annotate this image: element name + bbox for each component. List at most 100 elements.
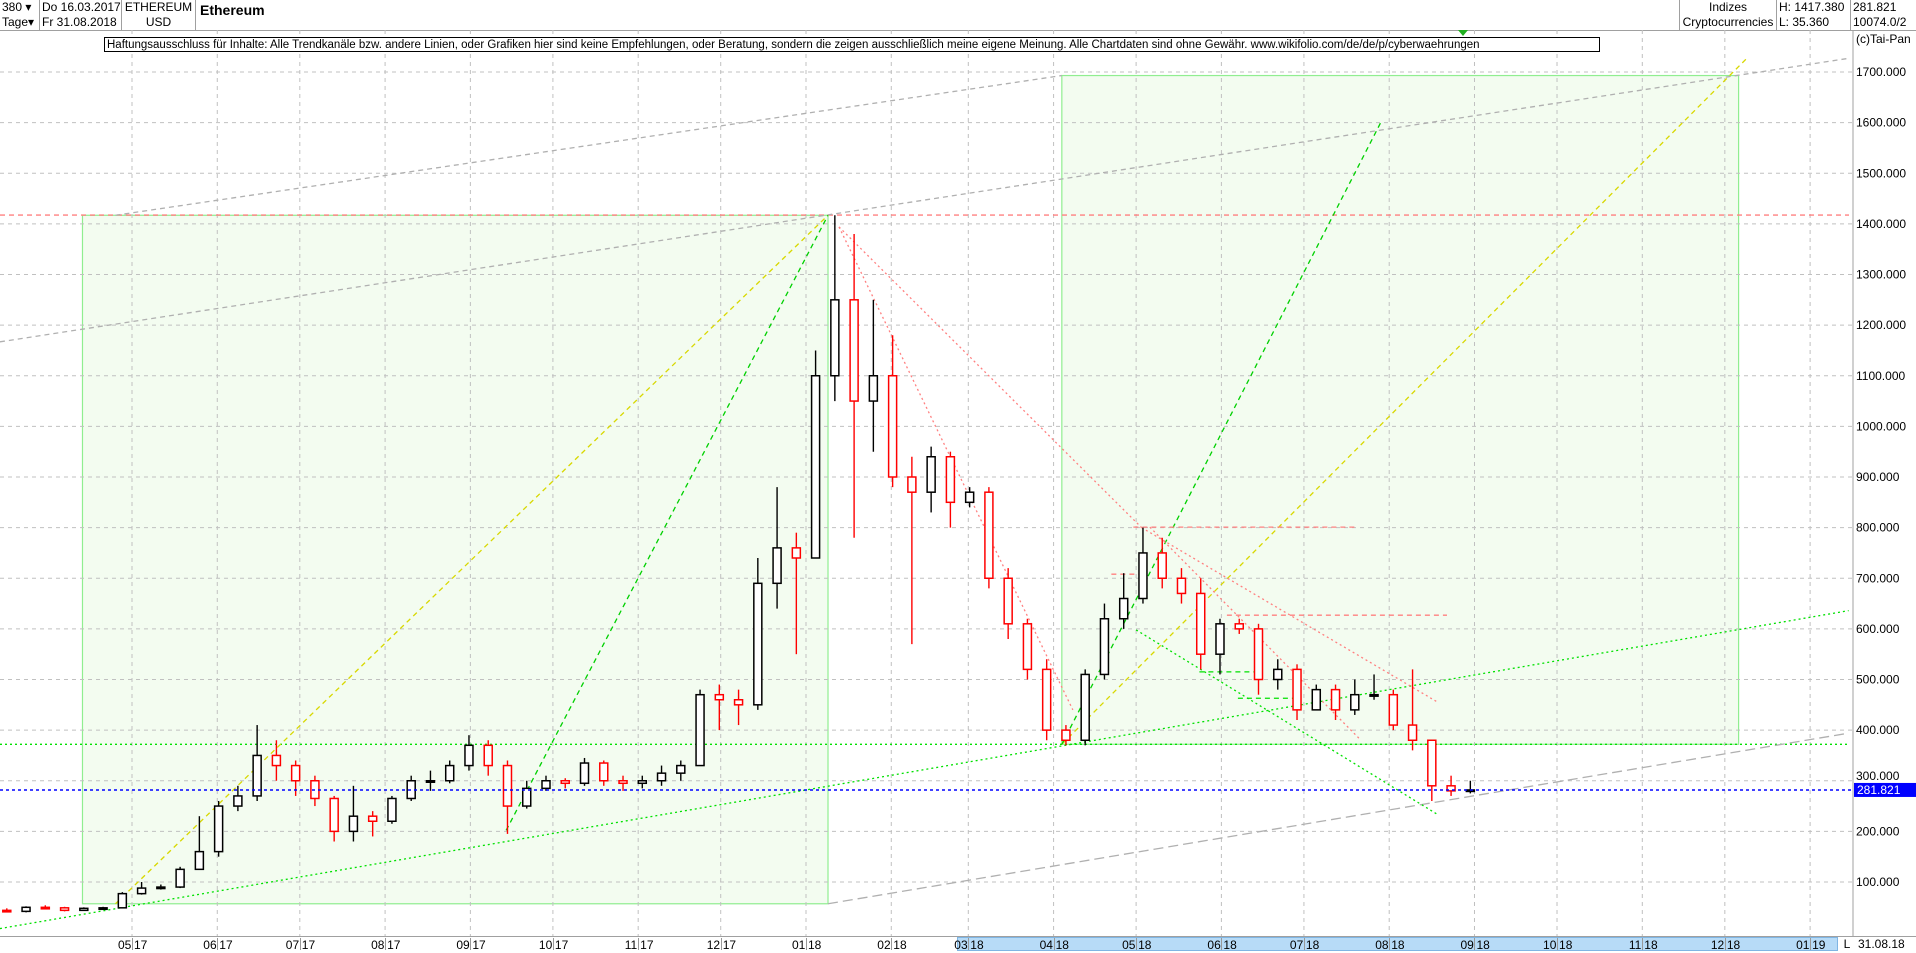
dropdown-arrow-icon: ▾ bbox=[28, 15, 35, 29]
candle bbox=[329, 795, 339, 842]
candle bbox=[1350, 679, 1360, 715]
price-tick-label: 200.000 bbox=[1856, 824, 1900, 838]
candle bbox=[1022, 618, 1033, 680]
candle bbox=[1330, 684, 1341, 720]
candle bbox=[541, 775, 551, 791]
trend-line[interactable] bbox=[115, 214, 829, 905]
candle-body bbox=[1195, 592, 1206, 655]
trend-line[interactable] bbox=[838, 226, 1143, 529]
scale-mode-button[interactable]: L bbox=[1843, 937, 1851, 951]
candle bbox=[656, 765, 667, 786]
candle-body bbox=[695, 693, 705, 767]
currency: USD bbox=[145, 15, 172, 29]
candle bbox=[1041, 659, 1052, 741]
candle-body bbox=[637, 780, 648, 785]
candle-body bbox=[599, 762, 609, 782]
candle-body bbox=[425, 780, 436, 783]
candle bbox=[213, 801, 224, 857]
candle-body bbox=[1061, 729, 1071, 741]
range-box[interactable] bbox=[81, 214, 829, 905]
candle-body bbox=[830, 299, 840, 377]
candle bbox=[599, 760, 609, 786]
candle bbox=[791, 532, 802, 655]
trend-line[interactable] bbox=[115, 74, 1062, 216]
candle bbox=[367, 811, 378, 837]
trend-line[interactable] bbox=[827, 732, 1849, 905]
time-scrollbar[interactable] bbox=[957, 937, 1838, 951]
range-box[interactable] bbox=[1061, 74, 1740, 745]
subgroup: Cryptocurrencies bbox=[1682, 15, 1774, 29]
price-tick-label: 1600.000 bbox=[1856, 116, 1906, 130]
bar-count-select[interactable]: 380 ▾ bbox=[2, 0, 32, 14]
candle bbox=[483, 740, 493, 776]
month-tick-label: 05 17 bbox=[118, 938, 148, 952]
candle bbox=[175, 866, 185, 889]
candle-body bbox=[579, 762, 590, 785]
candle bbox=[521, 780, 532, 809]
candle bbox=[1388, 689, 1399, 731]
candle-body bbox=[213, 805, 224, 853]
candle bbox=[117, 892, 128, 909]
candle-body bbox=[926, 456, 936, 493]
candle-body bbox=[1330, 688, 1341, 711]
candle bbox=[1215, 618, 1225, 675]
last-value: 281.821 bbox=[1853, 0, 1897, 14]
candle-body bbox=[1215, 623, 1225, 655]
price-tick-label: 600.000 bbox=[1856, 622, 1900, 636]
month-tick-label: 01 19 bbox=[1796, 938, 1826, 952]
month-tick-label: 01 18 bbox=[791, 938, 822, 952]
month-tick-label: 12 17 bbox=[706, 938, 737, 952]
candle bbox=[271, 740, 282, 781]
candle bbox=[59, 906, 70, 912]
candle-body bbox=[502, 764, 513, 807]
candle bbox=[1176, 568, 1187, 604]
candle bbox=[1080, 669, 1090, 746]
candle bbox=[1465, 780, 1476, 794]
candle-body bbox=[849, 299, 859, 402]
trend-line[interactable] bbox=[838, 226, 1074, 711]
candle bbox=[156, 884, 166, 890]
candle bbox=[772, 487, 782, 609]
candle bbox=[1292, 664, 1302, 720]
candle-body bbox=[521, 787, 532, 807]
price-tick-label: 400.000 bbox=[1856, 723, 1900, 737]
trend-line[interactable] bbox=[1135, 629, 1440, 816]
bar-settings[interactable]: 380 ▾ Tage▾ bbox=[0, 0, 40, 30]
candle bbox=[733, 689, 744, 726]
trend-line[interactable] bbox=[0, 57, 1849, 343]
candle-body bbox=[1118, 597, 1129, 620]
last-price-label: 281.821 bbox=[1857, 783, 1901, 797]
candle bbox=[810, 350, 821, 559]
month-tick-label: 05 18 bbox=[1122, 938, 1152, 952]
candle bbox=[502, 760, 513, 834]
candle bbox=[560, 778, 571, 789]
candle-body bbox=[1080, 673, 1090, 741]
candle-body bbox=[1157, 552, 1167, 579]
candle-body bbox=[1099, 618, 1110, 676]
trend-line[interactable] bbox=[505, 214, 829, 831]
candle bbox=[136, 882, 147, 895]
date-to[interactable]: Fr 31.08.2018 bbox=[42, 15, 117, 29]
candle bbox=[387, 795, 397, 824]
candle-body bbox=[772, 547, 782, 585]
candle-body bbox=[79, 907, 89, 912]
candle bbox=[1234, 618, 1244, 634]
period-select[interactable]: Tage▾ bbox=[2, 15, 35, 29]
month-tick-label: 02 18 bbox=[877, 938, 907, 952]
last-date: 31.08.18 bbox=[1858, 937, 1905, 951]
candle-body bbox=[753, 582, 763, 706]
candle bbox=[1195, 578, 1206, 670]
price-tick-label: 1100.000 bbox=[1856, 369, 1905, 383]
high-low-cell: H: 1417.380 L: 35.360 bbox=[1777, 0, 1851, 30]
candle-body bbox=[464, 744, 474, 767]
date-from[interactable]: Do 16.03.2017 bbox=[42, 0, 121, 14]
group: Indizes bbox=[1708, 0, 1748, 14]
candle-body bbox=[483, 744, 493, 767]
chart-header: 380 ▾ Tage▾ Do 16.03.2017 Fr 31.08.2018 … bbox=[0, 0, 1916, 31]
candle bbox=[984, 487, 994, 589]
month-tick-label: 08 17 bbox=[371, 938, 401, 952]
candle-body bbox=[964, 491, 975, 504]
candle bbox=[1427, 739, 1437, 801]
candle bbox=[849, 234, 859, 538]
